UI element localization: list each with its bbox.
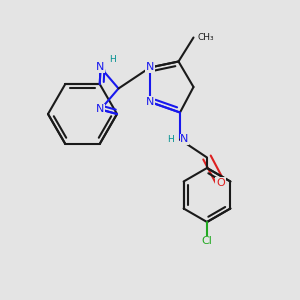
Text: Cl: Cl	[202, 236, 212, 247]
Text: N: N	[96, 62, 105, 73]
Text: N: N	[96, 104, 105, 115]
Text: N: N	[146, 62, 154, 73]
Text: H: H	[109, 55, 116, 64]
Text: CH₃: CH₃	[198, 33, 214, 42]
Text: N: N	[146, 97, 154, 107]
Text: H: H	[168, 135, 174, 144]
Text: O: O	[216, 178, 225, 188]
Text: N: N	[180, 134, 189, 145]
